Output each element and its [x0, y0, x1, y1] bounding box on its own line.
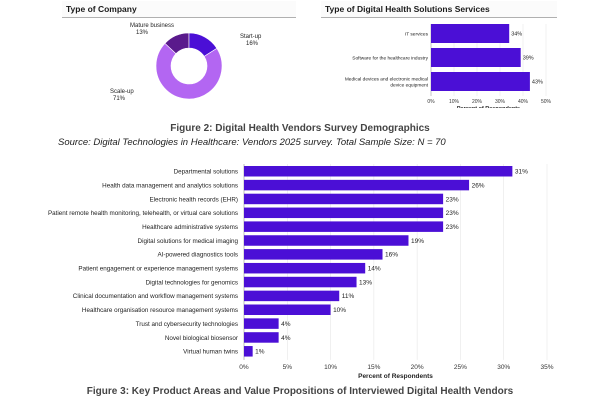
main-bar-value-label: 26%: [472, 182, 485, 189]
main-category-label: Electronic health records (EHR): [149, 196, 238, 203]
main-bar-value-label: 1%: [255, 349, 265, 356]
services-type-title: Type of Digital Health Solutions Service…: [321, 1, 557, 18]
services-bar-value-label: 43%: [532, 80, 543, 86]
product-areas-bar-chart: 0% 5% 10% 15% 20% 25% 30% 35% 31% Departmental so…: [48, 164, 554, 380]
main-x-tick-label: 10%: [324, 364, 337, 371]
services-category-label: Medical devices and electronic medical: [345, 77, 428, 83]
main-category-label: Patient engagement or experience managem…: [78, 266, 238, 273]
main-bar-value-label: 23%: [446, 210, 459, 217]
main-bar: [244, 249, 383, 260]
donut-value-scale-up: 71%: [113, 96, 126, 102]
services-bar-value-label: 39%: [523, 56, 534, 62]
main-bar-value-label: 16%: [385, 252, 398, 259]
services-x-tick-label: 40%: [518, 99, 529, 105]
main-bar-value-label: 4%: [281, 335, 291, 342]
main-category-label: Trust and cybersecurity technologies: [136, 321, 238, 328]
donut-value-start-up: 16%: [246, 41, 259, 47]
main-bar: [244, 235, 409, 246]
main-bar-value-label: 4%: [281, 321, 291, 328]
company-type-panel: Type of Company Mature business 13% Start-…: [62, 1, 296, 107]
services-x-tick-label: 30%: [495, 99, 506, 105]
services-x-axis-label: Percent of Respondents: [457, 106, 520, 108]
main-category-label: Healthcare organisation resource managem…: [82, 307, 238, 314]
main-category-label: Healthcare administrative systems: [142, 224, 238, 231]
main-category-label: Departmental solutions: [174, 169, 238, 176]
services-category-label: device equipment: [390, 83, 428, 89]
main-category-label: Digital solutions for medical imaging: [138, 238, 239, 245]
main-bar-value-label: 23%: [446, 224, 459, 231]
services-bar: [431, 48, 521, 67]
donut-value-mature-business: 13%: [136, 30, 149, 36]
main-bar-value-label: 23%: [446, 196, 459, 203]
main-bar: [244, 207, 444, 219]
services-x-tick-label: 10%: [449, 99, 460, 105]
main-x-axis-label: Percent of Respondents: [358, 373, 433, 380]
main-x-tick-label: 25%: [454, 364, 467, 371]
main-bar-value-label: 10%: [333, 307, 346, 314]
donut-slice-scale-up: [155, 42, 223, 100]
figure-2-caption: Figure 2: Digital Health Vendors Survey …: [170, 123, 430, 134]
source-note: Source: Digital Technologies in Healthca…: [58, 137, 446, 148]
main-bar: [244, 318, 279, 329]
main-bar: [244, 304, 331, 315]
services-bar: [431, 24, 510, 43]
main-bar: [244, 276, 357, 288]
donut-label-mature-business: Mature business: [130, 23, 174, 29]
services-x-tick-label: 20%: [472, 99, 483, 105]
main-category-label: Novel biological biosensor: [165, 335, 238, 342]
main-bar: [244, 332, 279, 343]
main-x-tick-label: 30%: [497, 364, 510, 371]
main-category-label: Clinical documentation and workflow mana…: [73, 293, 238, 300]
main-bar: [244, 346, 253, 357]
main-x-tick-label: 15%: [367, 364, 380, 371]
figure-3-caption: Figure 3: Key Product Areas and Value Pr…: [86, 386, 514, 397]
main-bar: [244, 179, 470, 191]
donut-label-scale-up: Scale-up: [110, 89, 134, 95]
main-bar: [244, 221, 444, 232]
main-bar-value-label: 31%: [515, 169, 528, 176]
main-category-label: Health data management and analytics sol…: [102, 182, 238, 189]
main-bar: [244, 193, 444, 205]
main-category-label: AI-powered diagnostics tools: [157, 252, 238, 259]
main-x-tick-label: 20%: [411, 364, 424, 371]
services-category-label: Software for the healthcare industry: [352, 56, 428, 62]
main-bar: [244, 262, 366, 274]
main-x-tick-label: 0%: [239, 364, 249, 371]
services-bar-value-label: 34%: [511, 32, 522, 38]
main-category-label: Patient remote health monitoring, telehe…: [48, 210, 238, 217]
services-x-tick-label: 50%: [541, 99, 552, 105]
services-x-tick-label: 0%: [427, 99, 435, 105]
main-x-tick-label: 5%: [283, 364, 293, 371]
main-bar: [244, 166, 513, 177]
main-category-label: Digital technologies for genomics: [146, 279, 238, 286]
services-bar-chart: 0% 10% 20% 30% 40% 50% 34% IT services 39% Softwa…: [345, 24, 552, 112]
main-bar-value-label: 11%: [342, 293, 355, 300]
main-bar: [244, 290, 340, 302]
main-bar-value-label: 19%: [411, 238, 424, 245]
company-type-title: Type of Company: [62, 1, 296, 18]
services-bar: [431, 72, 530, 91]
donut-label-start-up: Start-up: [240, 34, 262, 40]
main-bar-value-label: 13%: [359, 279, 372, 286]
main-x-tick-label: 35%: [540, 364, 553, 371]
main-bar-value-label: 14%: [368, 266, 381, 273]
main-category-label: Virtual human twins: [183, 349, 238, 356]
services-type-panel: Type of Digital Health Solutions Service…: [321, 1, 557, 112]
services-category-label: IT services: [405, 32, 429, 38]
